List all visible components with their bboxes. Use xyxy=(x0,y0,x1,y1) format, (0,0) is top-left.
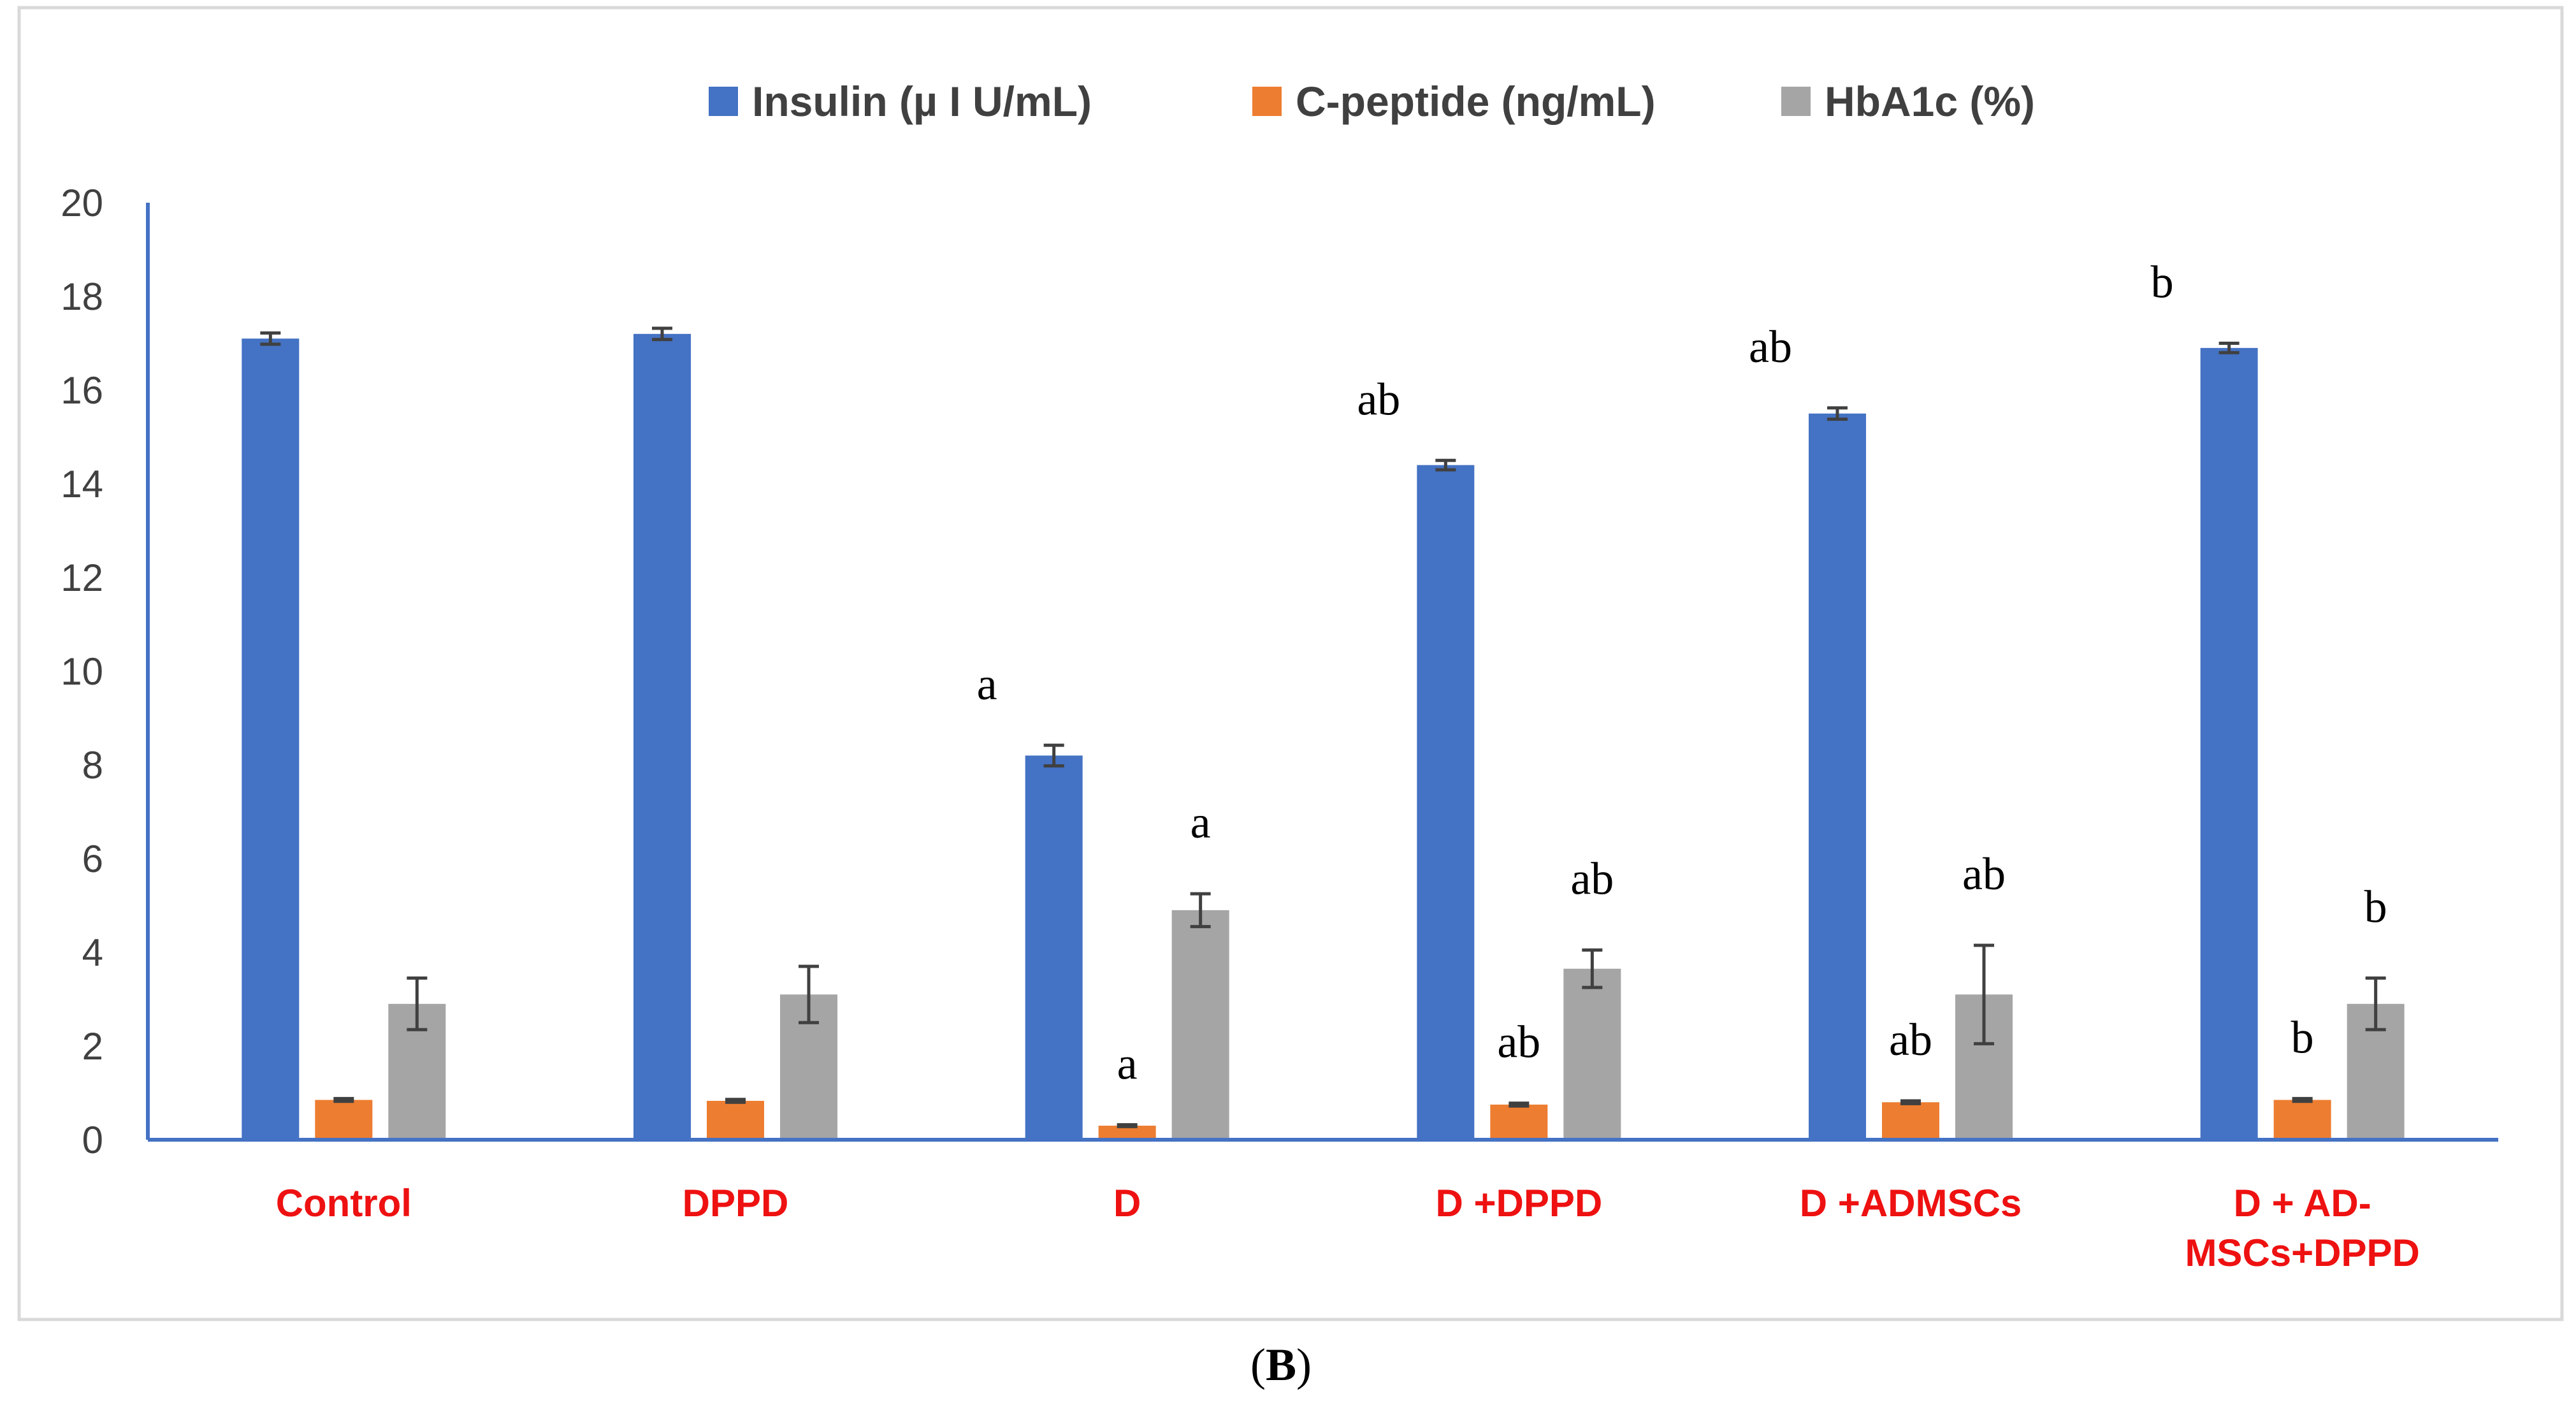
legend: Insulin (µ I U/mL) C-peptide (ng/mL) HbA1c… xyxy=(709,78,2035,125)
significance-label: b xyxy=(2291,1012,2314,1063)
y-tick-label: 16 xyxy=(61,369,103,412)
y-axis-ticks: 0 2 4 6 8 10 12 14 16 18 20 xyxy=(61,182,103,1161)
significance-label: a xyxy=(977,658,997,709)
bar xyxy=(1490,1104,1548,1140)
y-tick-label: 2 xyxy=(82,1025,103,1068)
x-category-label: Control xyxy=(276,1182,412,1225)
bar xyxy=(1171,910,1229,1140)
legend-swatch xyxy=(1252,87,1282,116)
bars xyxy=(242,333,2405,1140)
x-category-label: D xyxy=(1113,1182,1141,1225)
bar xyxy=(707,1100,764,1140)
significance-label: ab xyxy=(1357,374,1400,425)
bar xyxy=(1882,1102,1939,1140)
y-tick-label: 12 xyxy=(61,556,103,599)
bar xyxy=(315,1100,373,1140)
y-tick-label: 6 xyxy=(82,838,103,880)
significance-label: b xyxy=(2151,257,2174,308)
legend-swatch xyxy=(1781,87,1811,116)
x-category-label: D +ADMSCs xyxy=(1800,1182,2022,1225)
significance-label: ab xyxy=(1889,1014,1932,1065)
bar xyxy=(242,338,300,1140)
bar xyxy=(1563,968,1621,1140)
x-category-label: D +DPPD xyxy=(1435,1182,1602,1225)
y-tick-label: 10 xyxy=(61,650,103,693)
y-tick-label: 4 xyxy=(82,931,103,974)
figure-caption: (B) xyxy=(1250,1339,1312,1390)
x-axis-category-labels: Control DPPD D D +DPPD D +ADMSCs D + AD-MSCs+… xyxy=(276,1182,2420,1274)
bar xyxy=(2200,347,2258,1140)
bar xyxy=(1025,755,1083,1140)
significance-annotations: a a a ab ab ab ab ab ab b b b xyxy=(977,257,2387,1089)
x-category-label: D + AD-MSCs+DPPD xyxy=(2185,1182,2419,1274)
bar xyxy=(1098,1125,1156,1140)
y-tick-label: 18 xyxy=(61,275,103,318)
significance-label: ab xyxy=(1497,1017,1540,1068)
y-tick-label: 0 xyxy=(82,1119,103,1161)
significance-label: ab xyxy=(1962,848,2006,899)
x-category-label: DPPD xyxy=(683,1182,789,1225)
significance-label: a xyxy=(1117,1038,1138,1089)
legend-label: HbA1c (%) xyxy=(1825,78,2035,125)
significance-label: a xyxy=(1190,797,1211,848)
significance-label: ab xyxy=(1749,321,1792,372)
legend-swatch xyxy=(709,87,738,116)
bar xyxy=(633,333,691,1140)
y-tick-label: 20 xyxy=(61,182,103,224)
bar xyxy=(1809,413,1866,1140)
y-tick-label: 14 xyxy=(61,463,103,505)
bar xyxy=(1417,465,1475,1140)
significance-label: b xyxy=(2364,881,2387,932)
bar xyxy=(2273,1100,2331,1140)
y-tick-label: 8 xyxy=(82,744,103,787)
legend-label: Insulin (µ I U/mL) xyxy=(752,78,1092,125)
significance-label: ab xyxy=(1570,853,1614,904)
error-bars xyxy=(260,326,2386,1128)
legend-label: C-peptide (ng/mL) xyxy=(1296,78,1656,125)
